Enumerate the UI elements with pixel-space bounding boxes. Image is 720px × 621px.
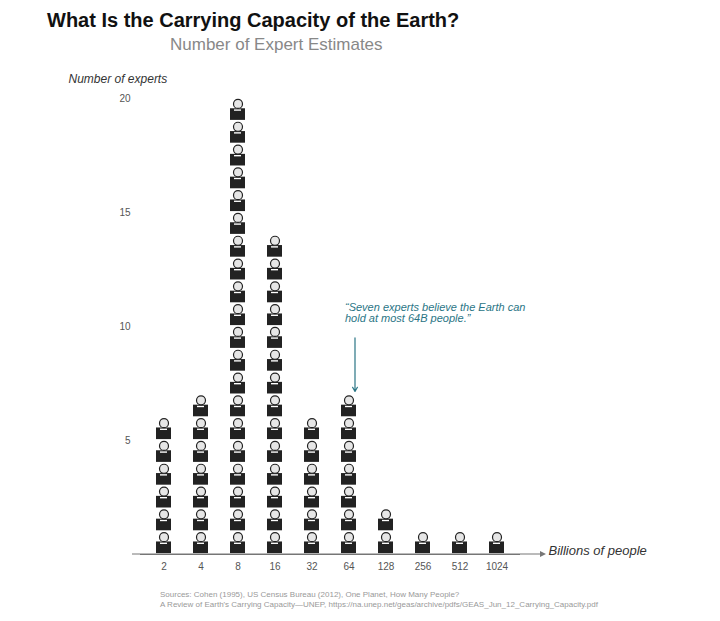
svg-text:4: 4 (198, 561, 204, 572)
svg-text:1024: 1024 (486, 561, 509, 572)
html-text:Number of Expert Estimates: Number of Expert Estimates (170, 35, 383, 54)
svg-text:20: 20 (119, 93, 131, 104)
svg-text:Billions of people: Billions of people (549, 543, 647, 558)
svg-text:8: 8 (235, 561, 241, 572)
svg-text:32: 32 (306, 561, 318, 572)
html-text:What Is the Carrying Capacity: What Is the Carrying Capacity of the Ear… (47, 9, 460, 31)
html-text:Sources: Cohen (1995), US Cens: Sources: Cohen (1995), US Census Bureau … (160, 590, 460, 599)
svg-text:64: 64 (343, 561, 355, 572)
svg-text:128: 128 (378, 561, 395, 572)
svg-text:256: 256 (415, 561, 432, 572)
svg-text:2: 2 (161, 561, 167, 572)
html-text:A Review of Earth's Carrying C: A Review of Earth's Carrying Capacity—UN… (160, 600, 598, 609)
svg-text:Number of experts: Number of experts (69, 72, 168, 86)
svg-text:15: 15 (119, 207, 131, 218)
svg-text:5: 5 (125, 435, 131, 446)
svg-text:512: 512 (452, 561, 469, 572)
svg-text:“Seven experts believe the Ear: “Seven experts believe the Earth canhold… (345, 301, 525, 324)
svg-text:10: 10 (119, 321, 131, 332)
svg-text:16: 16 (269, 561, 281, 572)
